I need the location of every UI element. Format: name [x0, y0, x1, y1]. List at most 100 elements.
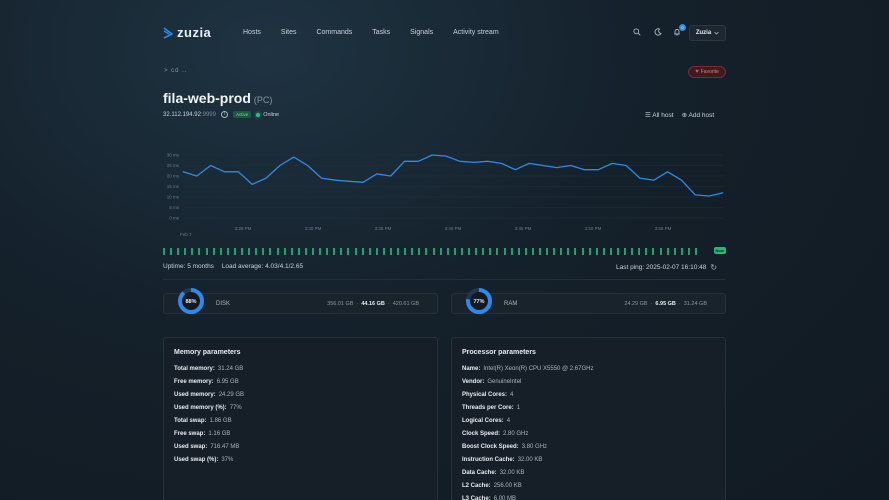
param-value: 256.00 KB	[493, 483, 522, 489]
ping-status-tick	[191, 247, 194, 255]
ping-status-tick	[418, 247, 421, 255]
all-host-link[interactable]: ☰ All host	[645, 111, 674, 119]
ping-status-tick	[248, 247, 251, 255]
ping-status-tick	[553, 247, 556, 255]
search-icon[interactable]	[632, 28, 642, 38]
ping-status-tick	[460, 247, 463, 255]
param-value: 1.16 GB	[208, 431, 231, 437]
param-key: Logical Cores:	[462, 418, 504, 424]
ping-status-tick	[255, 247, 258, 255]
ping-status-tick	[624, 247, 627, 255]
nav-signals[interactable]: Signals	[410, 29, 434, 36]
nav-sites[interactable]: Sites	[280, 29, 297, 36]
ping-status-tick	[617, 247, 619, 255]
memory-panel: Memory parameters Total memory: 31.24 GB F…	[163, 337, 438, 500]
ping-status-tick	[446, 247, 449, 255]
ping-status-tick	[163, 247, 165, 255]
online-indicator: Online	[256, 112, 279, 118]
ping-status-tick	[311, 247, 314, 255]
refresh-icon[interactable]: ↻	[710, 263, 718, 272]
ping-point	[528, 163, 530, 164]
ping-status-tick	[631, 247, 634, 255]
param-value: 6.95 GB	[216, 379, 239, 385]
ping-status-tick	[574, 247, 577, 255]
ping-point	[708, 195, 710, 197]
now-badge: Now	[713, 247, 726, 254]
ping-status-tick	[503, 247, 506, 255]
param-value: 2.80 GHz	[503, 431, 529, 437]
ping-status-tick	[475, 247, 478, 255]
ping-point	[681, 179, 682, 181]
nav-hosts[interactable]: Hosts	[243, 29, 261, 36]
param-key: Free swap:	[174, 431, 206, 437]
x-tick-label: 3:35 PM	[375, 226, 392, 231]
ping-point	[542, 165, 544, 166]
uptime-row: Uptime: 5 months Load average: 4.03/4.1/…	[163, 263, 303, 270]
ping-status-tick	[347, 247, 350, 255]
ping-point	[570, 165, 572, 166]
nav-tasks[interactable]: Tasks	[372, 29, 391, 36]
chevron-down-icon	[714, 31, 719, 35]
list-item: Used swap: 716.47 MB	[174, 444, 244, 457]
ping-status-tick	[219, 247, 222, 255]
ping-status-tick	[432, 247, 435, 255]
page-title: fila-web-prod (PC)	[163, 90, 272, 106]
ping-status-bar: Now	[163, 247, 726, 255]
param-value: 4	[506, 418, 511, 424]
y-tick-label: 5 ms	[169, 205, 180, 210]
heart-icon: ♥	[695, 69, 699, 75]
list-item: Logical Cores: 4	[462, 418, 593, 431]
favorite-button[interactable]: ♥ Favorite	[688, 66, 726, 78]
breadcrumb-back[interactable]: > cd ..	[164, 68, 188, 74]
ping-status-tick	[517, 247, 520, 255]
bell-icon[interactable]: 0	[672, 24, 686, 38]
add-host-label: Add host	[688, 112, 715, 119]
user-menu-button[interactable]: Zuzia	[689, 25, 726, 41]
list-item: Free swap: 1.16 GB	[174, 431, 244, 444]
info-icon[interactable]: i	[220, 111, 228, 118]
ping-status-tick	[538, 247, 541, 255]
ping-status-tick	[489, 247, 492, 255]
param-key: Boost Clock Speed:	[462, 444, 519, 450]
nav-activity-stream[interactable]: Activity stream	[453, 29, 499, 36]
list-item: Total swap: 1.86 GB	[174, 418, 244, 431]
param-value: 716.47 MB	[210, 444, 240, 450]
add-host-link[interactable]: ⊕ Add host	[682, 111, 715, 119]
processor-panel-title: Processor parameters	[462, 349, 536, 356]
last-ping: Last ping: 2025-02-07 16:10:48	[616, 264, 707, 271]
ping-point	[625, 165, 627, 166]
moon-icon[interactable]	[653, 28, 663, 38]
divider	[163, 279, 726, 280]
ping-point	[362, 181, 364, 183]
ping-point	[667, 171, 669, 173]
disk-free: 44.16 GB	[361, 301, 385, 307]
param-key: Used memory:	[174, 392, 216, 398]
list-item: Used memory (%): 77%	[174, 405, 244, 418]
logo[interactable]: zuzia	[163, 25, 211, 40]
ping-status-tick	[340, 247, 343, 255]
param-value: 4	[510, 392, 514, 398]
x-date-label: Feb 7	[180, 232, 192, 237]
ping-point	[210, 165, 212, 166]
nav-commands[interactable]: Commands	[316, 29, 353, 36]
param-key: L2 Cache:	[462, 483, 491, 489]
ping-status-tick	[411, 247, 414, 255]
ping-point	[694, 194, 696, 196]
ping-status-tick	[453, 247, 456, 255]
ping-status-tick	[368, 247, 371, 255]
param-value: Intel(R) Xeon(R) CPU X5550 @ 2.67GHz	[483, 366, 594, 372]
ping-point	[417, 160, 419, 162]
favorite-label: Favorite	[700, 69, 719, 75]
ping-status-tick	[382, 247, 385, 255]
list-item: L2 Cache: 256.00 KB	[462, 483, 593, 496]
ping-status-tick	[184, 247, 187, 255]
ping-status-tick	[560, 247, 563, 255]
ping-point	[307, 165, 309, 166]
disk-values: 356.01 GB · 44.16 GB · 420.61 GB	[327, 301, 419, 307]
ping-status-tick	[673, 247, 676, 255]
ping-status-tick	[269, 247, 272, 255]
user-label: Zuzia	[695, 30, 712, 36]
ping-status-tick	[531, 247, 534, 255]
ping-status-tick	[262, 247, 265, 255]
ping-status-tick	[397, 247, 400, 255]
